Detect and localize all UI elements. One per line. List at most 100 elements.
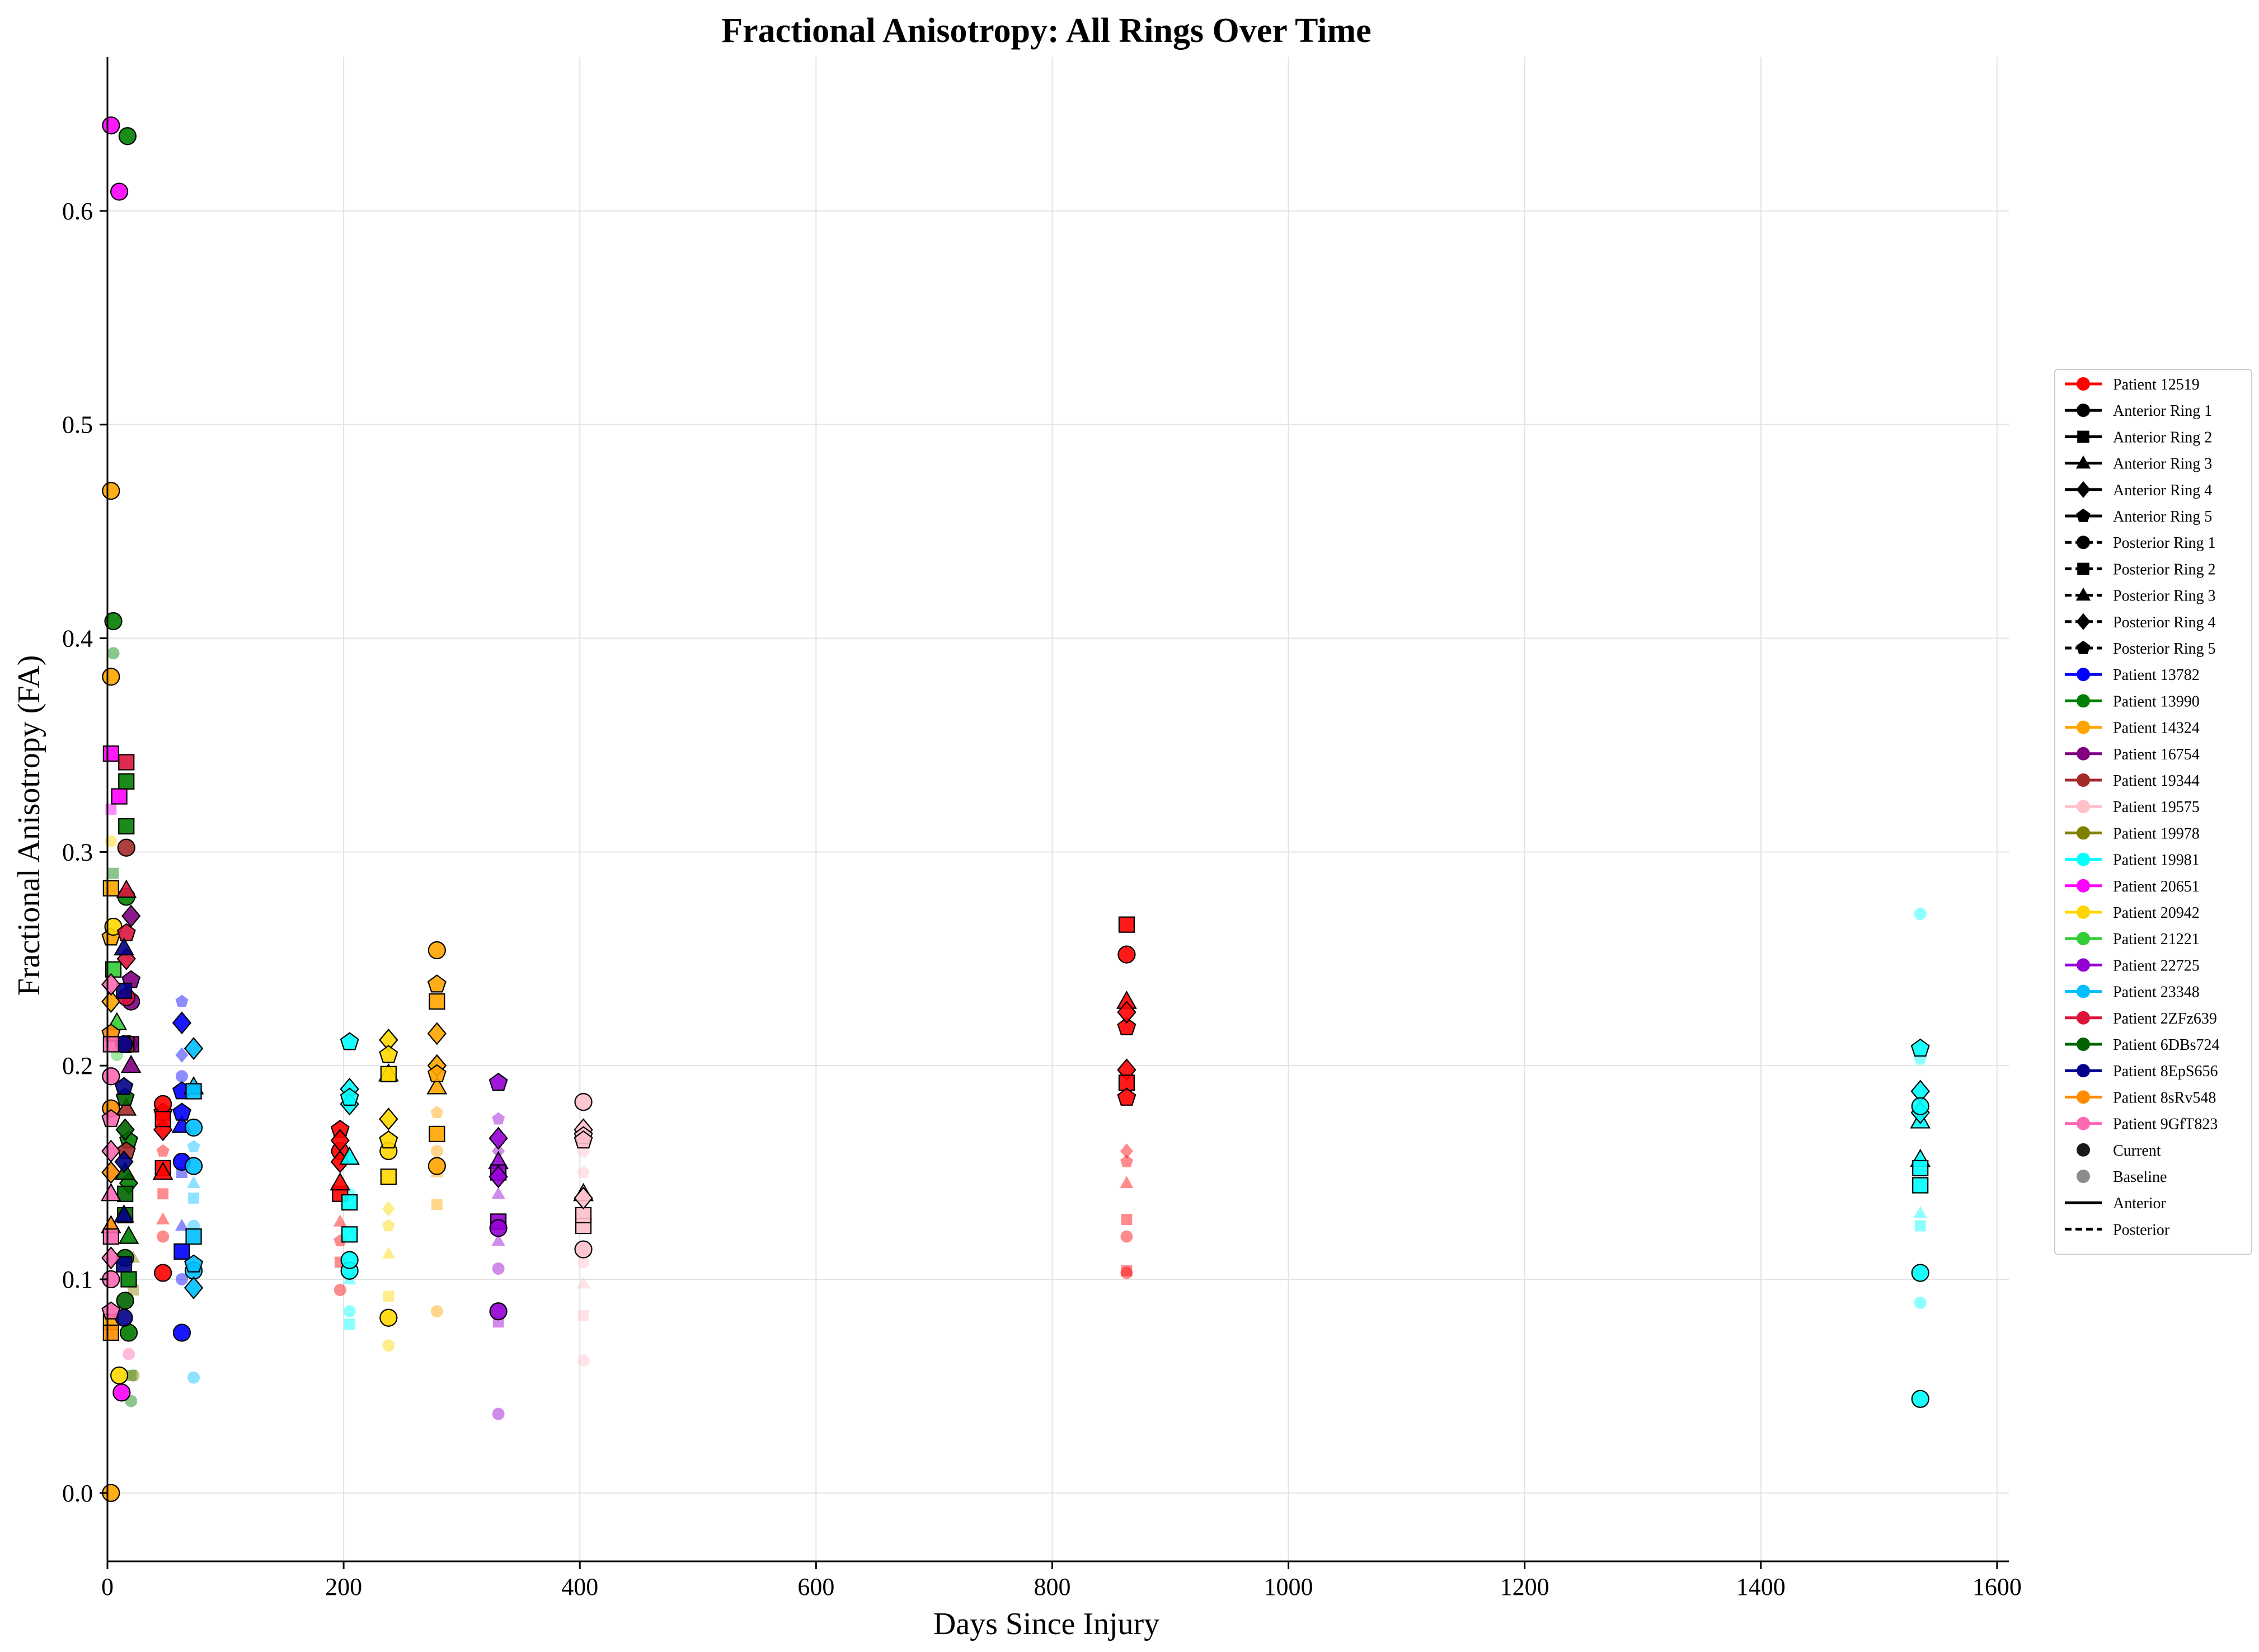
- y-axis-title: Fractional Anisotropy (FA): [12, 655, 46, 996]
- data-point-current: [427, 1022, 447, 1045]
- data-point-current: [330, 1129, 350, 1152]
- data-point-baseline: [175, 1218, 189, 1231]
- data-point-current: [574, 1092, 593, 1111]
- baseline-points: [105, 647, 1927, 1420]
- data-point-current: [427, 974, 447, 993]
- legend-item: Patient 13990: [2065, 693, 2200, 710]
- current-points: [100, 116, 1931, 1502]
- data-point-current: [154, 1111, 171, 1128]
- legend-handle-marker: [2077, 1170, 2090, 1183]
- legend-label: Patient 19344: [2113, 772, 2200, 790]
- legend-label: Patient 8sRv548: [2113, 1089, 2216, 1106]
- data-point-current: [1911, 1390, 1929, 1408]
- data-point-current: [119, 1324, 138, 1342]
- legend-label: Anterior Ring 1: [2113, 402, 2212, 420]
- data-point-baseline: [175, 1047, 189, 1063]
- data-point-baseline: [343, 1305, 356, 1318]
- y-tick-label: 0.3: [62, 838, 93, 866]
- data-point-current: [110, 1366, 129, 1385]
- y-tick-label: 0.1: [62, 1266, 93, 1293]
- legend-item: Anterior Ring 3: [2065, 456, 2212, 473]
- x-tick-label: 0: [101, 1573, 114, 1601]
- data-point-baseline: [107, 867, 119, 879]
- data-point-current: [184, 1276, 204, 1299]
- data-point-current: [118, 773, 135, 790]
- data-point-current: [118, 754, 135, 771]
- data-point-current: [184, 1157, 203, 1175]
- legend-label: Posterior Ring 3: [2113, 588, 2216, 605]
- data-point-current: [172, 1102, 191, 1121]
- data-point-current: [379, 1308, 398, 1327]
- data-point-current: [154, 1264, 172, 1282]
- legend-label: Anterior Ring 3: [2113, 456, 2212, 473]
- legend-handle-marker: [2076, 613, 2091, 630]
- data-point-current: [184, 1254, 204, 1273]
- data-point-current: [102, 1324, 119, 1341]
- data-point-current: [102, 1036, 119, 1053]
- data-point-baseline: [430, 1144, 443, 1157]
- data-point-current: [102, 880, 119, 897]
- legend-handle-marker: [2077, 430, 2089, 443]
- data-point-current: [118, 818, 135, 835]
- data-point-baseline: [156, 1212, 170, 1224]
- legend-item: Patient 14324: [2065, 720, 2200, 737]
- data-point-baseline: [187, 1140, 200, 1153]
- data-point-baseline: [107, 647, 120, 660]
- data-point-baseline: [1121, 1265, 1133, 1276]
- data-point-baseline: [188, 1193, 199, 1204]
- data-point-baseline: [156, 1144, 170, 1157]
- legend-item: Posterior Ring 2: [2065, 561, 2216, 578]
- legend-item: Anterior Ring 1: [2065, 402, 2212, 420]
- legend-handle-marker: [2075, 455, 2091, 469]
- legend-handle-marker: [2077, 1090, 2090, 1104]
- data-point-baseline: [492, 1262, 505, 1275]
- legend-handle-marker: [2076, 508, 2091, 522]
- data-point-current: [117, 838, 135, 857]
- data-point-current: [112, 1383, 131, 1402]
- legend-handle-marker: [2077, 562, 2089, 575]
- legend-label: Patient 8EpS656: [2113, 1063, 2218, 1080]
- data-point-current: [428, 941, 446, 960]
- legend-handle-marker: [2076, 640, 2091, 654]
- chart-title: Fractional Anisotropy: All Rings Over Ti…: [721, 12, 1371, 50]
- legend-label: Posterior Ring 5: [2113, 640, 2216, 658]
- legend-label: Posterior Ring 4: [2113, 614, 2216, 631]
- legend-item: Posterior Ring 5: [2065, 640, 2216, 658]
- data-point-baseline: [430, 1305, 443, 1318]
- data-point-current: [1118, 916, 1135, 933]
- legend-label: Patient 19981: [2113, 852, 2200, 869]
- legend-label: Anterior: [2113, 1195, 2167, 1212]
- data-point-current: [121, 904, 141, 928]
- data-point-current: [184, 1118, 203, 1137]
- data-point-current: [1912, 1160, 1929, 1177]
- data-point-current: [173, 1243, 190, 1260]
- legend-handle-marker: [2077, 536, 2090, 550]
- legend-handle-marker: [2077, 1064, 2090, 1078]
- data-point-current: [489, 1219, 508, 1237]
- legend-item: Posterior: [2065, 1221, 2170, 1238]
- legend-label: Patient 16754: [2113, 746, 2200, 763]
- data-point-current: [339, 1146, 360, 1165]
- data-point-current: [428, 1157, 446, 1175]
- legend-item: Posterior Ring 1: [2065, 534, 2216, 552]
- data-point-current: [101, 1161, 121, 1184]
- legend-label: Baseline: [2113, 1168, 2167, 1186]
- legend-handle-marker: [2077, 932, 2090, 946]
- data-point-baseline: [344, 1318, 355, 1330]
- data-point-baseline: [186, 1176, 201, 1188]
- y-tick-label: 0.0: [62, 1480, 93, 1507]
- legend-item: Patient 8sRv548: [2065, 1089, 2216, 1106]
- data-point-current: [172, 1324, 191, 1342]
- data-point-current: [489, 1127, 508, 1150]
- data-point-baseline: [491, 1233, 505, 1246]
- y-tick-label: 0.2: [62, 1052, 93, 1080]
- data-point-current: [429, 1125, 445, 1142]
- data-point-current: [114, 1150, 134, 1174]
- data-point-current: [379, 1045, 398, 1063]
- legend-handle-marker: [2077, 773, 2090, 787]
- data-point-current: [184, 1037, 204, 1060]
- legend-handle-marker: [2077, 852, 2090, 866]
- legend-item: Patient 20651: [2065, 878, 2200, 895]
- legend-label: Anterior Ring 2: [2113, 429, 2212, 446]
